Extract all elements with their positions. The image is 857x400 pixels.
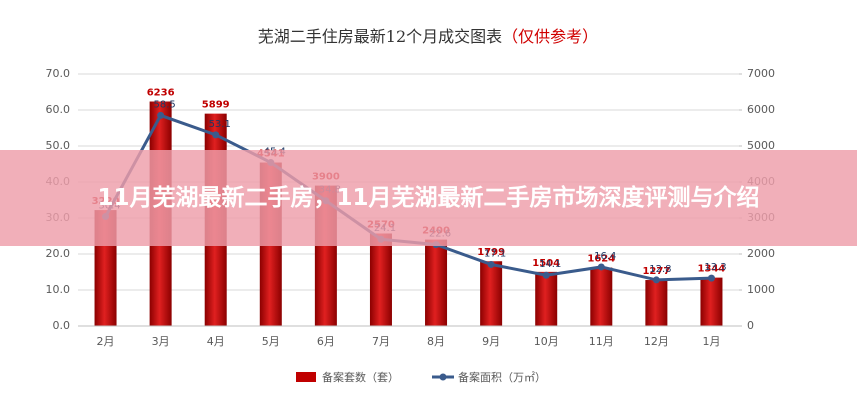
x-tick-label: 5月 bbox=[262, 335, 280, 348]
overlay-text: 11月芜湖最新二手房，11月芜湖最新二手房市场深度评测与介绍 bbox=[97, 185, 760, 211]
bar-value-label: 1504 bbox=[532, 258, 560, 269]
bar-value-label: 6236 bbox=[147, 88, 175, 99]
y2-tick-label: 0 bbox=[747, 319, 754, 332]
bar bbox=[535, 271, 558, 326]
y2-tick-label: 6000 bbox=[747, 103, 775, 116]
y-tick-label: 60.0 bbox=[46, 103, 71, 116]
bar bbox=[645, 280, 668, 326]
y-tick-label: 50.0 bbox=[46, 139, 71, 152]
title-note: （仅供参考） bbox=[502, 27, 598, 46]
y2-tick-label: 1000 bbox=[747, 283, 775, 296]
bar-value-label: 1344 bbox=[698, 264, 726, 275]
x-tick-label: 12月 bbox=[644, 335, 669, 348]
chart-title: 芜湖二手住房最新12个月成交图表（仅供参考） bbox=[258, 27, 598, 46]
bar-value-label: 5899 bbox=[202, 100, 230, 111]
bar bbox=[590, 267, 613, 326]
line-point bbox=[212, 131, 220, 139]
x-tick-label: 3月 bbox=[152, 335, 170, 348]
x-tick-label: 7月 bbox=[372, 335, 390, 348]
line-value-label: 13.3 bbox=[704, 262, 726, 273]
legend-label: 备案面积（万㎡） bbox=[458, 370, 546, 384]
bar-value-label: 1799 bbox=[477, 247, 505, 258]
y2-tick-label: 5000 bbox=[747, 139, 775, 152]
line-value-label: 16.4 bbox=[594, 251, 616, 262]
x-tick-label: 1月 bbox=[702, 335, 720, 348]
bar bbox=[700, 277, 723, 326]
line-point bbox=[542, 271, 550, 279]
y-tick-label: 70.0 bbox=[46, 67, 71, 80]
x-tick-label: 10月 bbox=[534, 335, 559, 348]
bar bbox=[480, 261, 503, 326]
line-value-label: 17.1 bbox=[484, 248, 506, 259]
line-point bbox=[487, 260, 495, 268]
line-point bbox=[652, 276, 660, 284]
line-value-label: 53.1 bbox=[209, 119, 231, 130]
x-tick-label: 8月 bbox=[427, 335, 445, 348]
line-point bbox=[597, 263, 605, 271]
bar-value-label: 1277 bbox=[642, 266, 670, 277]
x-tick-label: 4月 bbox=[207, 335, 225, 348]
legend-label: 备案套数（套） bbox=[322, 370, 399, 384]
title-main: 芜湖二手住房最新12个月成交图表 bbox=[258, 27, 502, 46]
bar bbox=[369, 233, 392, 326]
overlay-banner: 11月芜湖最新二手房，11月芜湖最新二手房市场深度评测与介绍 bbox=[0, 150, 857, 246]
line-point bbox=[157, 111, 165, 119]
y-tick-label: 10.0 bbox=[46, 283, 71, 296]
legend-marker bbox=[439, 373, 447, 381]
x-tick-label: 9月 bbox=[482, 335, 500, 348]
y-tick-label: 0.0 bbox=[53, 319, 71, 332]
y-tick-label: 20.0 bbox=[46, 247, 71, 260]
line-value-label: 58.5 bbox=[153, 99, 175, 110]
bar bbox=[425, 239, 448, 326]
line-point bbox=[707, 274, 715, 282]
line-value-label: 14.1 bbox=[539, 259, 561, 270]
line-value-label: 12.8 bbox=[649, 264, 671, 275]
y2-tick-label: 2000 bbox=[747, 247, 775, 260]
x-tick-label: 11月 bbox=[589, 335, 614, 348]
bar-value-label: 1624 bbox=[587, 254, 615, 265]
legend-swatch bbox=[296, 372, 316, 382]
x-tick-label: 6月 bbox=[317, 335, 335, 348]
x-tick-label: 2月 bbox=[97, 335, 115, 348]
y2-tick-label: 7000 bbox=[747, 67, 775, 80]
